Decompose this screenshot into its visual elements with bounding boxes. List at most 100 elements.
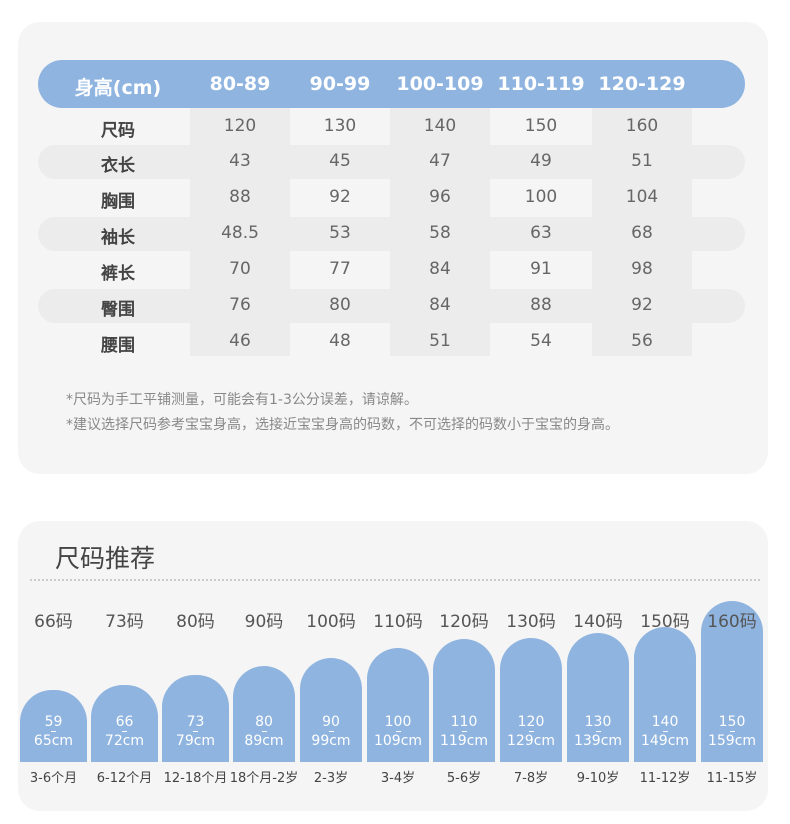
range-dash xyxy=(729,731,735,732)
header-cell: 身高(cm) xyxy=(74,77,162,99)
range-dash xyxy=(461,731,467,732)
size-label: 140码 xyxy=(573,612,623,632)
table-cell: 45 xyxy=(329,151,351,171)
table-cell: 150 xyxy=(524,116,558,136)
age-label: 5-6岁 xyxy=(446,771,482,786)
table-cell: 76 xyxy=(229,295,251,315)
height-to: 119cm xyxy=(439,733,489,749)
row-band xyxy=(38,217,745,251)
size-arch: 59 65cm xyxy=(20,690,87,762)
row-label: 腰围 xyxy=(101,336,135,356)
range-dash xyxy=(193,731,198,732)
height-from: 100 xyxy=(384,714,412,730)
range-dash xyxy=(122,731,127,732)
height-to: 79cm xyxy=(175,733,216,749)
table-cell: 53 xyxy=(329,223,351,243)
header-cell: 80-89 xyxy=(209,73,271,95)
range-dash xyxy=(662,731,668,732)
note-advice: *建议选择尺码参考宝宝身高，选接近宝宝身高的码数，不可选择的码数小于宝宝的身高。 xyxy=(66,417,619,433)
table-cell: 84 xyxy=(429,259,451,279)
height-from: 110 xyxy=(450,714,478,730)
size-label: 80码 xyxy=(176,612,215,632)
height-to: 129cm xyxy=(506,733,556,749)
size-label: 73码 xyxy=(105,612,144,632)
size-arch: 120 129cm xyxy=(500,638,562,762)
size-arch: 110 119cm xyxy=(433,639,495,762)
row-label: 胸围 xyxy=(101,192,135,212)
table-cell: 140 xyxy=(423,116,457,136)
header-cell: 120-129 xyxy=(598,73,686,95)
height-to: 89cm xyxy=(244,733,284,749)
range-dash xyxy=(51,731,56,732)
height-from: 120 xyxy=(517,714,545,730)
dotted-divider xyxy=(30,579,760,581)
size-label: 130码 xyxy=(506,612,556,632)
table-cell: 100 xyxy=(524,187,558,207)
table-cell: 56 xyxy=(631,331,653,351)
height-to: 72cm xyxy=(104,733,145,749)
size-arch: 66 72cm xyxy=(91,685,158,762)
header-cell: 110-119 xyxy=(497,73,585,95)
size-arch: 140 149cm xyxy=(634,627,696,762)
table-cell: 120 xyxy=(223,116,257,136)
height-from: 130 xyxy=(584,714,612,730)
table-cell: 98 xyxy=(631,259,653,279)
height-from: 140 xyxy=(651,714,679,730)
height-from: 150 xyxy=(718,714,746,730)
table-cell: 92 xyxy=(329,187,351,207)
table-cell: 63 xyxy=(530,223,552,243)
size-arch: 150 159cm xyxy=(701,601,763,762)
table-cell: 48.5 xyxy=(221,223,259,243)
row-label: 裤长 xyxy=(101,264,135,284)
row-label: 臀围 xyxy=(101,300,135,320)
table-cell: 92 xyxy=(631,295,653,315)
range-dash xyxy=(595,731,601,732)
age-label: 18个月-2岁 xyxy=(229,771,299,786)
range-dash xyxy=(328,731,334,732)
table-cell: 49 xyxy=(530,151,552,171)
size-label: 120码 xyxy=(439,612,489,632)
table-cell: 96 xyxy=(429,187,451,207)
note-measurement: *尺码为手工平铺测量，可能会有1-3公分误差，请谅解。 xyxy=(66,392,418,408)
table-cell: 70 xyxy=(229,259,251,279)
recommend-title: 尺码推荐 xyxy=(55,544,156,573)
table-cell: 84 xyxy=(429,295,451,315)
table-cell: 47 xyxy=(429,151,451,171)
age-label: 9-10岁 xyxy=(576,771,620,786)
height-to: 109cm xyxy=(373,733,423,749)
table-cell: 130 xyxy=(323,116,357,136)
age-label: 6-12个月 xyxy=(96,771,153,786)
age-label: 3-6个月 xyxy=(29,771,78,786)
size-label: 150码 xyxy=(640,612,690,632)
row-label: 衣长 xyxy=(101,156,135,176)
size-arch: 80 89cm xyxy=(233,666,295,762)
age-label: 2-3岁 xyxy=(313,771,349,786)
age-label: 12-18个月 xyxy=(163,771,228,786)
height-to: 99cm xyxy=(311,733,351,749)
age-label: 3-4岁 xyxy=(380,771,416,786)
height-to: 159cm xyxy=(707,733,757,749)
size-arch: 130 139cm xyxy=(567,633,629,762)
table-cell: 88 xyxy=(229,187,251,207)
range-dash xyxy=(261,731,267,732)
table-cell: 91 xyxy=(530,259,552,279)
age-label: 7-8岁 xyxy=(513,771,549,786)
table-cell: 51 xyxy=(429,331,451,351)
table-cell: 160 xyxy=(625,116,659,136)
height-from: 90 xyxy=(322,714,340,730)
height-from: 80 xyxy=(255,714,273,730)
size-arch: 100 109cm xyxy=(367,648,429,762)
size-label: 110码 xyxy=(373,612,423,632)
row-band xyxy=(38,145,745,179)
height-to: 139cm xyxy=(573,733,623,749)
table-cell: 80 xyxy=(329,295,351,315)
table-cell: 88 xyxy=(530,295,552,315)
size-label: 160码 xyxy=(707,612,757,632)
row-band xyxy=(38,289,745,323)
table-cell: 48 xyxy=(329,331,351,351)
height-from: 59 xyxy=(44,714,63,730)
size-arch: 73 79cm xyxy=(162,675,229,762)
row-label: 尺码 xyxy=(101,121,135,141)
age-label: 11-12岁 xyxy=(639,771,691,786)
age-label: 11-15岁 xyxy=(706,771,758,786)
